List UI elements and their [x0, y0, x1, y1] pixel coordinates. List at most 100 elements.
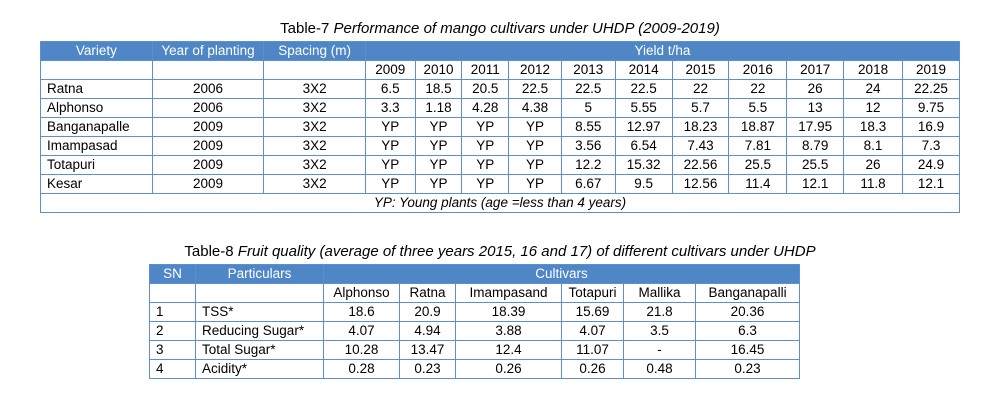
quality-value-cell: 10.28 [323, 340, 400, 360]
table-row: Imampasad 2009 3X2 YP YP YP YP 3.56 6.54 7.43 7.81… [40, 136, 960, 156]
year-of-planting-cell: 2009 [151, 174, 265, 194]
yield-cell: 4.28 [461, 98, 510, 118]
yield-cell: 7.3 [902, 136, 960, 156]
quality-value-cell: 20.9 [399, 302, 456, 322]
sn-cell: 1 [149, 302, 196, 322]
header-yield: Yield t/ha [364, 41, 961, 61]
table7-caption-prefix: Table-7 [280, 20, 334, 37]
yield-cell: 8.79 [786, 136, 845, 156]
yield-cell: 5.55 [614, 98, 673, 118]
yield-cell: 18.87 [728, 117, 788, 137]
yield-cell: 7.43 [671, 136, 730, 156]
yield-cell: 18.23 [671, 117, 730, 137]
year-header: 2009 [364, 60, 416, 80]
spacing-cell: 3X2 [263, 174, 366, 194]
header-spacing: Spacing (m) [263, 41, 366, 61]
yield-cell: 22.56 [671, 155, 730, 175]
table7-caption: Table-7 Performance of mango cultivars u… [0, 20, 1000, 38]
yield-cell: YP [508, 117, 562, 137]
yield-cell: 6.5 [364, 79, 416, 99]
sn-cell: 2 [149, 321, 196, 341]
yield-cell: 20.5 [461, 79, 510, 99]
yield-cell: YP [508, 136, 562, 156]
yield-cell: YP [461, 136, 510, 156]
quality-value-cell: 18.39 [455, 302, 562, 322]
year-header: 2012 [508, 60, 562, 80]
yield-cell: 12.1 [902, 174, 960, 194]
yield-cell: 12.56 [671, 174, 730, 194]
quality-value-cell: 0.23 [399, 359, 456, 379]
sn-cell: 4 [149, 359, 196, 379]
variety-cell: Kesar [40, 174, 153, 194]
table-row: Ratna 2006 3X2 6.5 18.5 20.5 22.5 22.5 22.5 22 22 2… [40, 79, 960, 99]
header-sn: SN [149, 264, 196, 284]
yield-cell: 7.81 [728, 136, 788, 156]
year-header: 2015 [671, 60, 730, 80]
quality-value-cell: 0.23 [694, 359, 801, 379]
particular-cell: Reducing Sugar* [195, 321, 324, 341]
yield-cell: YP [414, 174, 463, 194]
table-row: 4 Acidity* 0.28 0.23 0.26 0.26 0.48 0.23 [149, 359, 801, 379]
quality-value-cell: 4.07 [323, 321, 400, 341]
quality-value-cell: 18.6 [323, 302, 400, 322]
yield-cell: 22.5 [560, 79, 616, 99]
yield-cell: 3.56 [560, 136, 616, 156]
quality-value-cell: 12.4 [455, 340, 562, 360]
yield-cell: YP [414, 155, 463, 175]
year-header: 2013 [560, 60, 616, 80]
yield-cell: 16.9 [902, 117, 960, 137]
yield-cell: YP [414, 117, 463, 137]
yield-cell: 26 [786, 79, 845, 99]
yield-cell: 6.54 [614, 136, 673, 156]
cultivar-header: Imampasand [455, 283, 562, 303]
table8: SN Particulars Cultivars Alphonso Ratna Im… [149, 264, 801, 379]
quality-value-cell: 21.8 [623, 302, 696, 322]
table-row: Kesar 2009 3X2 YP YP YP YP 6.67 9.5 12.56 11.4 12.1… [40, 174, 960, 194]
cultivar-header: Mallika [623, 283, 696, 303]
quality-value-cell: 6.3 [694, 321, 801, 341]
quality-value-cell: 0.48 [623, 359, 696, 379]
table-row: 2 Reducing Sugar* 4.07 4.94 3.88 4.07 3.5 6.3 [149, 321, 801, 341]
yield-cell: 8.55 [560, 117, 616, 137]
quality-value-cell: 0.26 [561, 359, 624, 379]
yield-cell: 12.1 [786, 174, 845, 194]
yield-cell: 22.25 [902, 79, 960, 99]
header-blank [263, 60, 366, 80]
yield-cell: 26 [843, 155, 904, 175]
particular-cell: TSS* [195, 302, 324, 322]
yield-cell: YP [364, 155, 416, 175]
yield-cell: 24 [843, 79, 904, 99]
year-header: 2014 [614, 60, 673, 80]
yield-cell: 22 [671, 79, 730, 99]
yield-cell: 5 [560, 98, 616, 118]
yield-cell: YP [414, 136, 463, 156]
yield-cell: YP [364, 136, 416, 156]
yield-cell: 18.3 [843, 117, 904, 137]
yield-cell: YP [508, 174, 562, 194]
quality-value-cell: 4.94 [399, 321, 456, 341]
variety-cell: Ratna [40, 79, 153, 99]
yield-cell: 9.75 [902, 98, 960, 118]
yield-cell: 17.95 [786, 117, 845, 137]
yield-cell: 13 [786, 98, 845, 118]
yield-cell: 3.3 [364, 98, 416, 118]
year-header: 2017 [786, 60, 845, 80]
yield-cell: YP [364, 117, 416, 137]
variety-cell: Totapuri [40, 155, 153, 175]
table7-caption-title: Performance of mango cultivars under UHD… [333, 20, 720, 37]
header-blank [149, 283, 196, 303]
year-of-planting-cell: 2009 [151, 136, 265, 156]
yield-cell: 18.5 [414, 79, 463, 99]
quality-value-cell: 3.5 [623, 321, 696, 341]
quality-value-cell: 11.07 [561, 340, 624, 360]
quality-value-cell: 4.07 [561, 321, 624, 341]
quality-value-cell: 20.36 [694, 302, 801, 322]
year-header: 2018 [843, 60, 904, 80]
yield-cell: 25.5 [728, 155, 788, 175]
table8-caption: Table-8 Fruit quality (average of three … [0, 243, 1000, 261]
yield-cell: YP [508, 155, 562, 175]
yield-cell: 12.97 [614, 117, 673, 137]
yield-cell: 1.18 [414, 98, 463, 118]
spacing-cell: 3X2 [263, 117, 366, 137]
yield-cell: 25.5 [786, 155, 845, 175]
